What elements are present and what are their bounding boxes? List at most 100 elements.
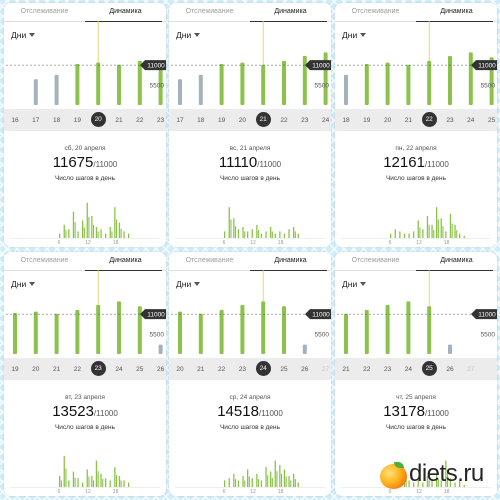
hour-bar-16 — [270, 471, 272, 487]
day-label[interactable]: 19 — [217, 117, 226, 124]
selected-day-badge[interactable]: 20 — [90, 112, 106, 127]
day-bar-20 — [178, 311, 182, 354]
tab-dynamics[interactable]: Динамика — [109, 257, 142, 264]
hour-bar-14-b — [97, 231, 99, 238]
day-label[interactable]: 25 — [136, 366, 144, 373]
day-label[interactable]: 26 — [156, 366, 165, 373]
day-label[interactable]: 26 — [301, 366, 309, 373]
hour-bar-15 — [100, 473, 102, 487]
period-dropdown[interactable]: Дни — [11, 279, 36, 289]
hour-bar-14 — [426, 476, 429, 487]
period-dropdown[interactable]: Дни — [176, 30, 201, 40]
hour-bar-16 — [270, 227, 272, 238]
selected-date: ср, 24 апреля — [229, 394, 271, 401]
day-label[interactable]: 20 — [32, 366, 40, 373]
period-dropdown[interactable]: Дни — [342, 30, 367, 40]
hour-tick-label: 6 — [222, 489, 226, 495]
day-label[interactable]: 21 — [52, 366, 61, 373]
day-bar-20 — [33, 311, 38, 354]
selected-day-badge[interactable]: 24 — [255, 361, 271, 376]
day-label[interactable]: 19 — [363, 117, 371, 124]
day-label[interactable]: 24 — [115, 366, 123, 373]
day-label[interactable]: 22 — [363, 366, 371, 373]
daily-steps-chart: 11000 5500 — [337, 21, 497, 105]
day-label[interactable]: 16 — [11, 117, 19, 124]
hour-bar-7-b — [65, 468, 67, 487]
hour-bar-21 — [459, 233, 461, 238]
tab-tracking[interactable]: Отслеживание — [20, 257, 69, 264]
day-label[interactable]: 21 — [115, 117, 123, 124]
day-label[interactable]: 22 — [280, 117, 288, 124]
daily-steps-chart: 11000 5500 — [171, 21, 331, 105]
day-label[interactable]: 19 — [11, 366, 19, 373]
tab-tracking[interactable]: Отслеживание — [185, 257, 234, 264]
day-label[interactable]: 23 — [238, 366, 246, 373]
day-bar-22 — [364, 309, 369, 354]
day-label[interactable]: 19 — [73, 117, 81, 124]
day-label[interactable]: 24 — [467, 117, 475, 124]
day-label[interactable]: 18 — [52, 117, 61, 124]
day-label[interactable]: 17 — [176, 117, 184, 124]
hour-bar-19 — [283, 469, 286, 487]
day-label[interactable]: 20 — [176, 366, 184, 373]
day-label[interactable]: 17 — [32, 117, 40, 124]
day-label[interactable]: 20 — [238, 117, 246, 124]
tab-tracking[interactable]: Отслеживание — [20, 8, 69, 15]
tab-dynamics[interactable]: Динамика — [274, 257, 307, 264]
chevron-down-icon — [29, 33, 36, 37]
day-bar-24 — [117, 301, 121, 354]
day-label[interactable]: 23 — [301, 117, 309, 124]
day-label[interactable]: 25 — [487, 117, 496, 124]
day-label[interactable]: 20 — [383, 117, 392, 124]
step-count-value: 12161 — [383, 154, 425, 171]
hour-bar-22 — [463, 235, 465, 238]
tab-dynamics[interactable]: Динамика — [109, 8, 142, 15]
period-dropdown[interactable]: Дни — [176, 279, 201, 289]
tab-dynamics[interactable]: Динамика — [440, 257, 473, 264]
tab-tracking[interactable]: Отслеживание — [351, 257, 400, 264]
tab-tracking[interactable]: Отслеживание — [351, 8, 400, 15]
day-label[interactable]: 21 — [197, 366, 205, 373]
day-label[interactable]: 23 — [383, 366, 392, 373]
day-label[interactable]: 18 — [197, 117, 205, 124]
selected-day-badge[interactable]: 25 — [421, 361, 437, 376]
day-label[interactable]: 22 — [217, 366, 226, 373]
day-label[interactable]: 27 — [467, 366, 475, 373]
day-label[interactable]: 18 — [342, 117, 350, 124]
selected-day-badge[interactable]: 22 — [421, 112, 437, 127]
step-count-value: 14518 — [217, 403, 259, 420]
hour-bar-21 — [459, 480, 461, 487]
day-bar-22 — [427, 60, 432, 105]
hour-bar-12 — [417, 220, 419, 238]
day-bar-20 — [96, 62, 101, 105]
day-label[interactable]: 25 — [280, 366, 288, 373]
hour-tick-label: 12 — [416, 489, 422, 495]
step-goal: /11000 — [258, 409, 283, 418]
day-label[interactable]: 21 — [404, 117, 412, 124]
day-label[interactable]: 22 — [73, 366, 81, 373]
hour-bar-17 — [109, 227, 111, 238]
tab-tracking[interactable]: Отслеживание — [185, 8, 234, 15]
selected-day-badge[interactable]: 23 — [90, 361, 106, 376]
day-label[interactable]: 27 — [321, 366, 330, 373]
goal-badge-label: 11000 — [147, 62, 165, 69]
day-label[interactable]: 22 — [136, 117, 144, 124]
tab-dynamics[interactable]: Динамика — [440, 8, 473, 15]
steps-per-day-label: Число шагов в день — [54, 175, 116, 182]
tab-bar: Отслеживание Динамика — [4, 3, 166, 22]
selected-day-badge[interactable]: 21 — [255, 112, 271, 127]
hour-bar-15-b — [433, 230, 435, 238]
site-logo: diets.ru — [378, 460, 498, 494]
day-label[interactable]: 24 — [404, 366, 412, 373]
day-label[interactable]: 21 — [342, 366, 350, 373]
day-label[interactable]: 23 — [156, 117, 165, 124]
tab-dynamics[interactable]: Динамика — [274, 8, 307, 15]
day-label[interactable]: 24 — [321, 117, 330, 124]
day-label[interactable]: 23 — [446, 117, 454, 124]
period-dropdown[interactable]: Дни — [342, 279, 367, 289]
hour-bar-16-b — [437, 479, 439, 487]
hourly-steps-chart — [10, 456, 160, 488]
day-label[interactable]: 26 — [446, 366, 454, 373]
hour-bar-19 — [283, 233, 286, 238]
period-dropdown[interactable]: Дни — [11, 30, 36, 40]
